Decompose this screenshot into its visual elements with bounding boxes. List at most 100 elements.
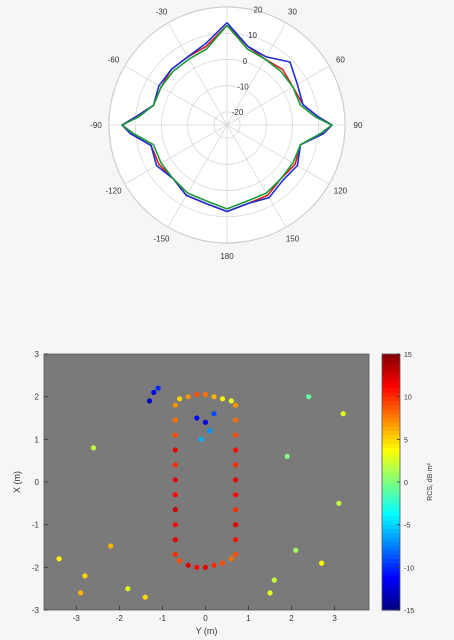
scatter-y-axis-label: X (m)	[12, 471, 22, 493]
polar-angle-tick-label: 90	[354, 121, 363, 130]
colorbar-segment	[382, 486, 400, 492]
scatter-point	[319, 560, 325, 566]
polar-angle-tick-label: -90	[90, 121, 102, 130]
polar-radial-tick-label: 10	[248, 31, 257, 40]
scatter-point	[233, 432, 239, 438]
colorbar-segment	[382, 588, 400, 594]
colorbar-segment	[382, 524, 400, 530]
polar-grid-spoke	[226, 124, 287, 228]
colorbar-segment	[382, 388, 400, 393]
colorbar-segment	[382, 580, 400, 585]
colorbar-segment	[382, 460, 400, 466]
colorbar-tick-label: 0	[404, 480, 408, 487]
scatter-point	[198, 436, 204, 442]
scatter-point	[172, 402, 178, 408]
scatter-point	[202, 391, 208, 398]
scatter-x-tick-label: -2	[116, 614, 124, 623]
scatter-point	[202, 419, 208, 425]
polar-grid-spoke	[226, 65, 330, 126]
colorbar-segment	[382, 375, 400, 381]
colorbar-segment	[382, 605, 400, 611]
scatter-y-tick-label: -1	[32, 521, 40, 530]
scatter-point	[233, 477, 239, 483]
colorbar-segment	[382, 430, 400, 436]
polar-grid-spoke	[167, 124, 228, 228]
colorbar-segment	[382, 499, 400, 504]
scatter-point	[233, 537, 239, 543]
scatter-point	[202, 564, 208, 570]
scatter-point	[293, 547, 299, 553]
colorbar-segment	[382, 533, 400, 539]
scatter-point	[172, 462, 178, 468]
colorbar-segment	[382, 383, 400, 389]
scatter-point	[207, 428, 213, 434]
scatter-point	[142, 594, 148, 600]
colorbar-segment	[382, 371, 400, 376]
scatter-point	[267, 590, 273, 596]
scatter-point	[233, 402, 239, 408]
colorbar-segment	[382, 362, 400, 368]
polar-angle-tick-label: -60	[108, 56, 120, 65]
colorbar-segment	[382, 469, 400, 475]
colorbar-segment	[382, 366, 400, 372]
scatter-point	[211, 562, 217, 568]
scatter-point	[228, 398, 234, 404]
colorbar-segment	[382, 422, 400, 428]
scatter-x-tick-label: 3	[332, 614, 337, 623]
colorbar-segment	[382, 473, 400, 479]
colorbar-label: RCS, dB·m²	[427, 462, 434, 500]
scatter-point	[284, 453, 290, 459]
colorbar-segment	[382, 435, 400, 440]
scatter-point	[177, 396, 183, 402]
colorbar-segment	[382, 511, 400, 517]
scatter-point	[233, 462, 239, 468]
scatter-point	[151, 389, 157, 395]
colorbar-segment	[382, 563, 400, 568]
scatter-y-tick-label: 2	[35, 393, 40, 402]
polar-angle-tick-label: -150	[153, 234, 170, 243]
colorbar-segment	[382, 558, 400, 564]
scatter-point	[172, 447, 178, 453]
scatter-point	[185, 394, 191, 400]
scatter-x-tick-label: -3	[73, 614, 81, 623]
colorbar-tick-label: 15	[404, 352, 412, 359]
colorbar-segment	[382, 554, 400, 560]
colorbar-segment	[382, 418, 400, 423]
scatter-point	[271, 577, 277, 583]
scatter-point	[233, 507, 239, 513]
colorbar-segment	[382, 456, 400, 462]
colorbar-segment	[382, 567, 400, 573]
polar-angle-tick-label: -120	[106, 187, 123, 196]
colorbar-segment	[382, 516, 400, 521]
scatter-point	[172, 537, 178, 543]
polar-radial-tick-label: 0	[243, 57, 248, 66]
polar-angle-tick-label: 30	[288, 8, 297, 17]
colorbar-segment	[382, 443, 400, 449]
colorbar-segment	[382, 477, 400, 483]
scatter-y-tick-label: -3	[32, 606, 40, 615]
scatter-point	[340, 411, 346, 417]
polar-grid-spoke	[167, 22, 228, 126]
scatter-point	[228, 556, 234, 562]
scatter-point	[233, 417, 239, 423]
scatter-point	[172, 522, 178, 528]
colorbar-segment	[382, 413, 400, 419]
colorbar-segment	[382, 584, 400, 590]
polar-angle-tick-label: 120	[334, 187, 348, 196]
scatter-point	[172, 477, 178, 483]
colorbar-tick-label: -15	[404, 608, 414, 615]
colorbar-segment	[382, 550, 400, 556]
scatter-point	[211, 394, 217, 400]
scatter-point	[172, 551, 178, 558]
scatter-point	[56, 556, 62, 562]
scatter-point	[78, 590, 84, 596]
polar-angle-tick-label: 150	[286, 234, 300, 243]
polar-grid-spoke	[226, 124, 330, 185]
polar-series-line	[121, 22, 333, 213]
colorbar-segment	[382, 452, 400, 457]
scatter-point	[146, 398, 153, 404]
scatter-y-tick-label: -2	[32, 563, 40, 572]
polar-grid-spoke	[226, 22, 287, 126]
